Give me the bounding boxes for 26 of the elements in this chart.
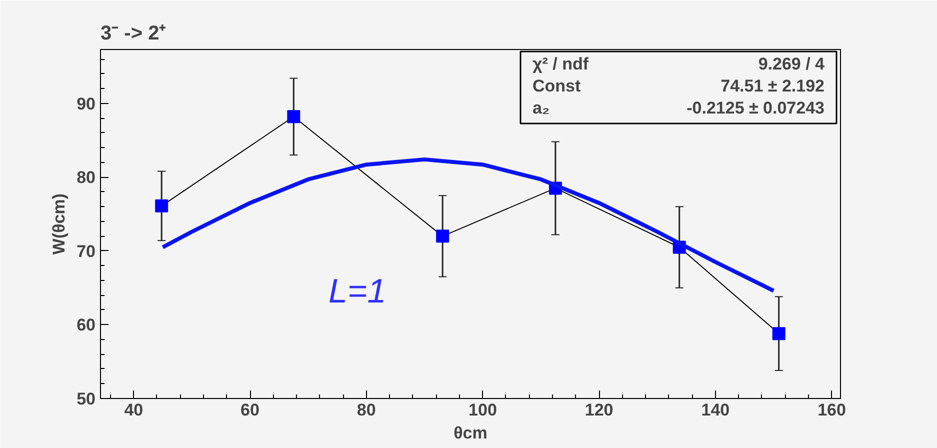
x-axis-title: θcm bbox=[454, 424, 488, 442]
point bbox=[155, 199, 168, 212]
x-tick-label: 120 bbox=[584, 400, 614, 420]
x-tick-label: 40 bbox=[124, 400, 144, 420]
point bbox=[772, 327, 786, 340]
x-tick-label: 140 bbox=[701, 400, 730, 420]
y-tick-label: 70 bbox=[76, 242, 96, 261]
annotation: a₂ bbox=[532, 98, 550, 118]
chart-title: 3⁻ -> 2⁺ bbox=[100, 22, 166, 44]
y-tick-label: 80 bbox=[76, 168, 96, 188]
annotation: L=1 bbox=[328, 272, 386, 310]
point bbox=[287, 110, 300, 124]
y-tick-label: 90 bbox=[76, 94, 96, 114]
x-tick-label: 100 bbox=[468, 400, 497, 420]
x-tick-label: 60 bbox=[240, 400, 260, 420]
point bbox=[436, 230, 450, 243]
annotation: -0.2125 ± 0.07243 bbox=[686, 98, 825, 118]
annotation: χ² / ndf bbox=[532, 54, 589, 74]
x-tick-label: 160 bbox=[818, 400, 846, 420]
x-tick-label: 80 bbox=[356, 400, 376, 420]
annotation: 74.51 ± 2.192 bbox=[720, 76, 824, 96]
annotation: Const bbox=[532, 76, 581, 96]
y-tick-label: 60 bbox=[76, 316, 96, 335]
annotation: 9.269 / 4 bbox=[758, 54, 826, 74]
y-tick-label: 50 bbox=[76, 390, 96, 408]
y-axis-title: W(θcm) bbox=[50, 193, 69, 255]
